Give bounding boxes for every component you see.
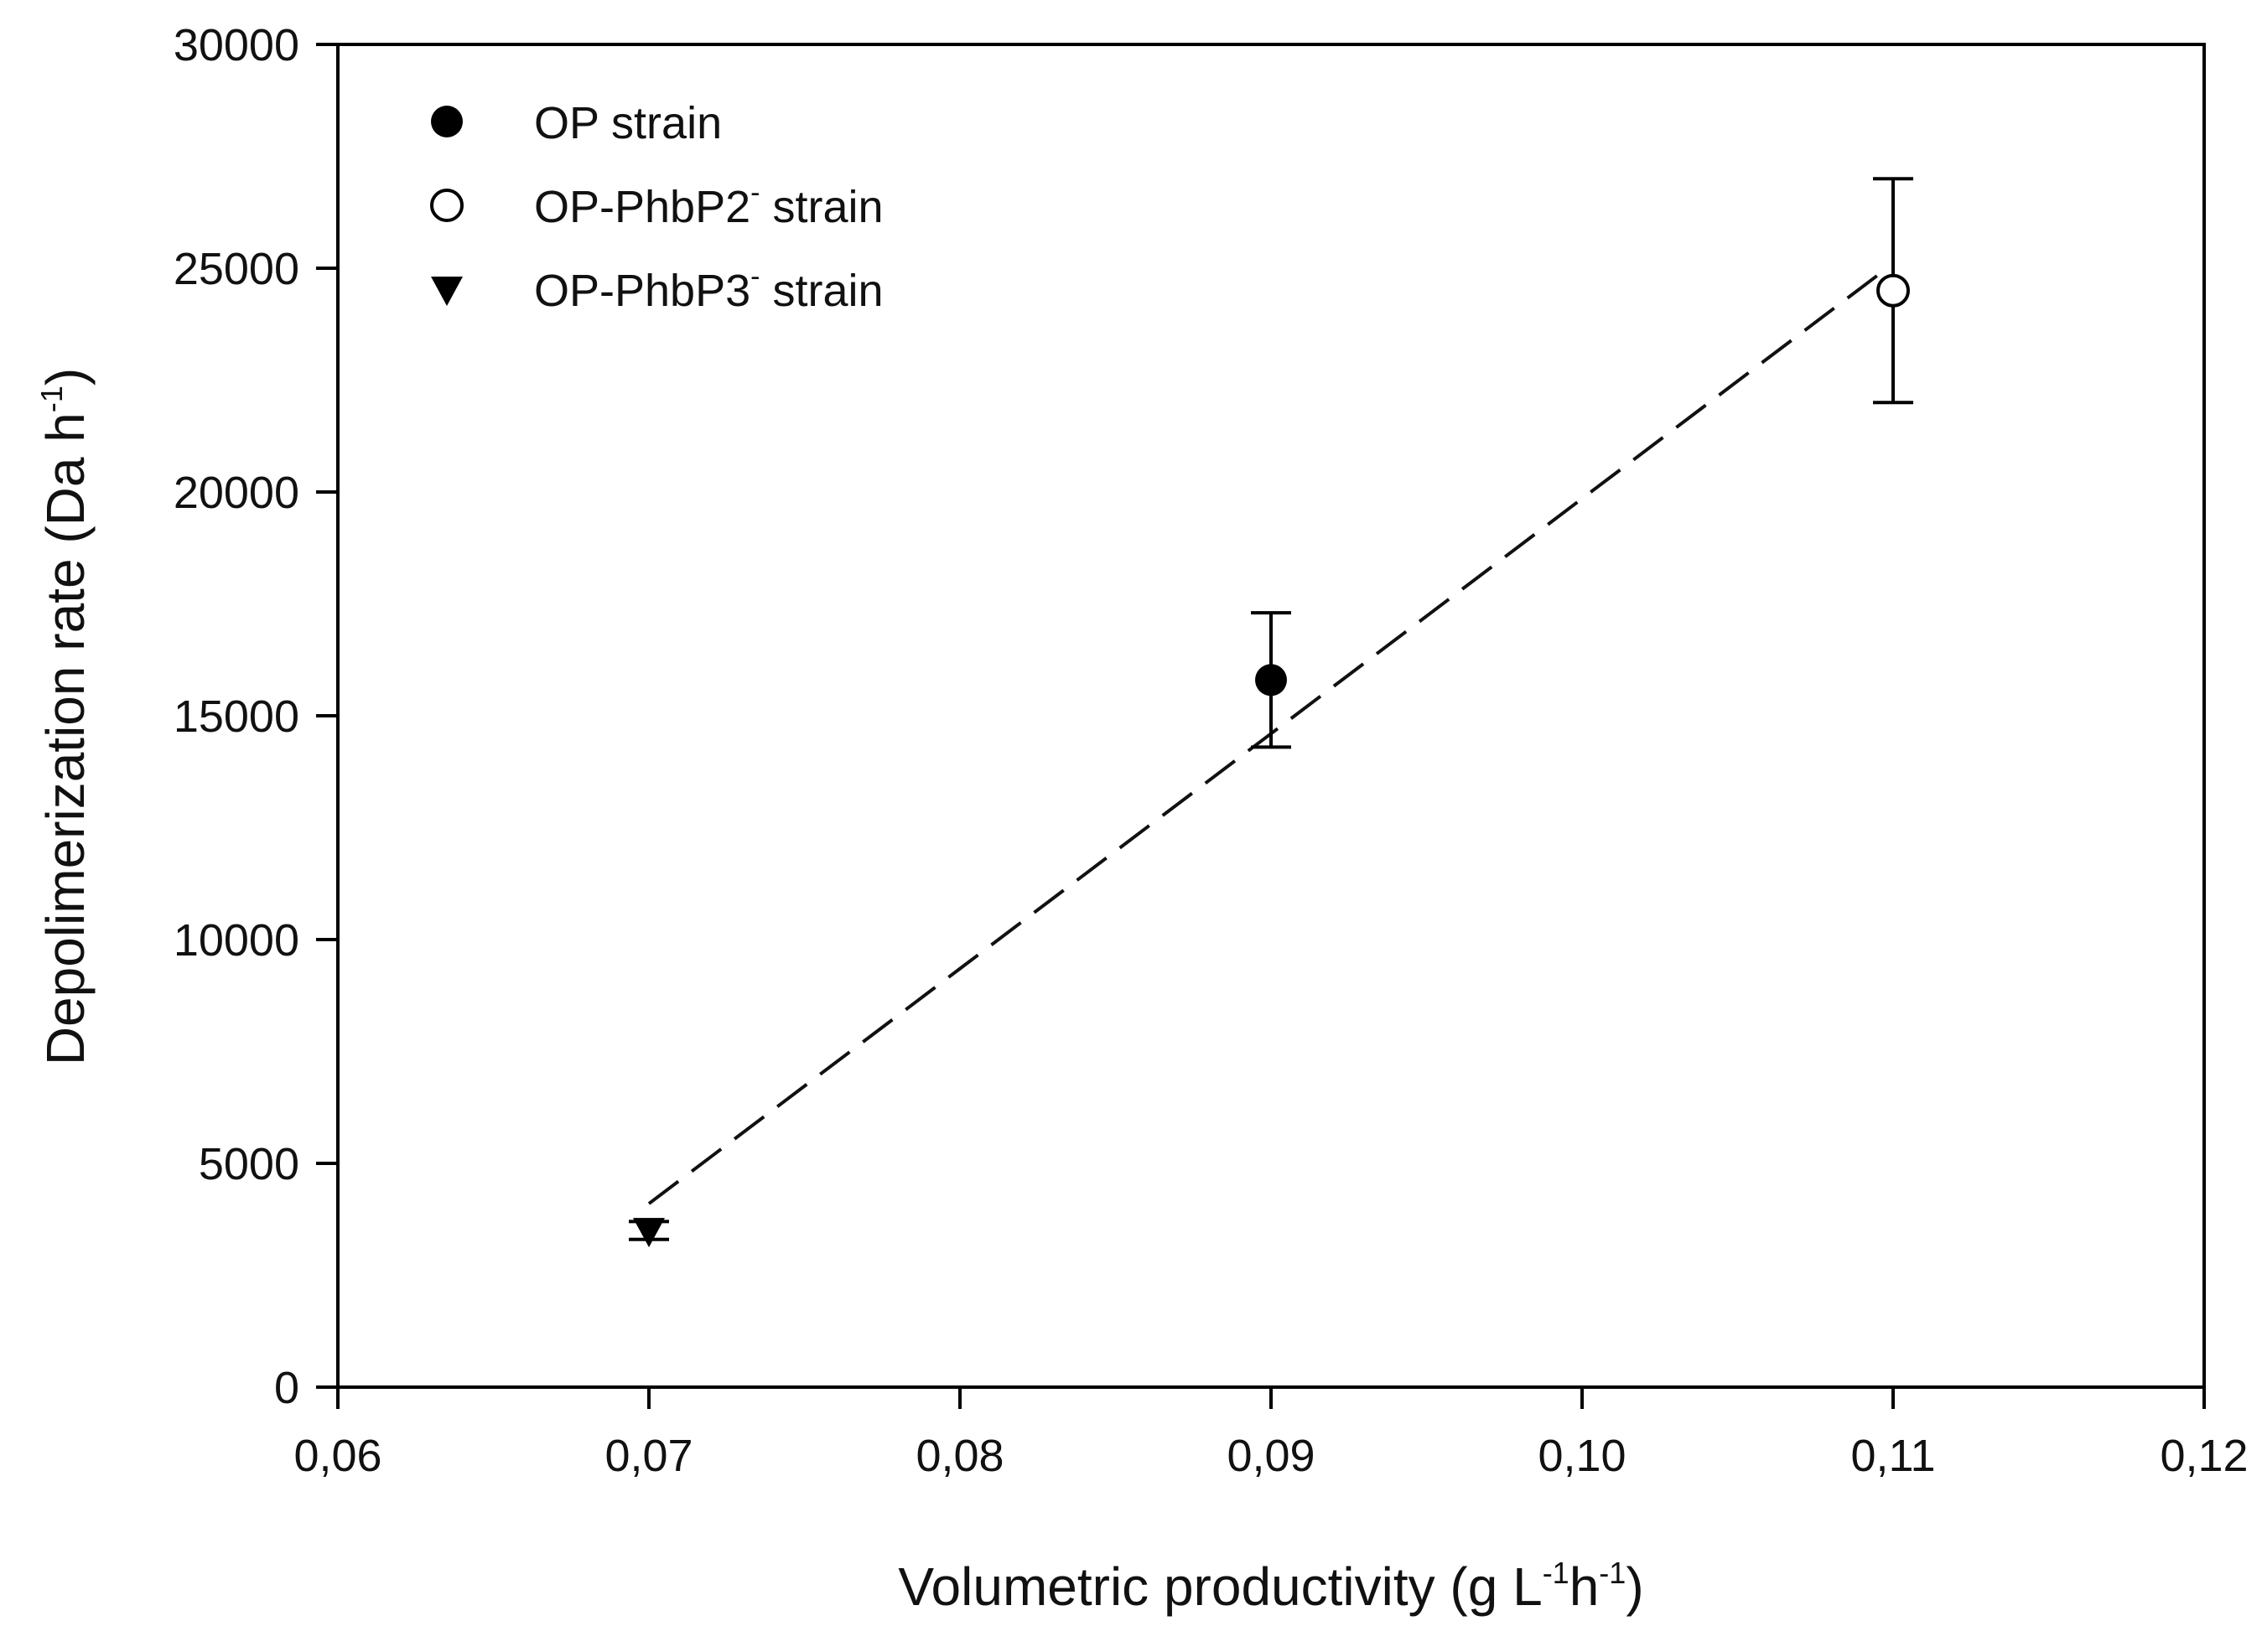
legend-label: OP-PhbP3- strain [534,261,884,316]
y-tick-label: 5000 [199,1139,299,1189]
axes: 0,06 0,07 0,08 0,09 0,10 0,11 0,12 0 5000 10000 15… [174,20,2249,1481]
y-tick-label: 0 [274,1363,299,1413]
data-point [1255,664,1287,697]
y-tick-label: 30000 [174,20,299,70]
data-point [1876,273,1910,308]
legend: OP strain OP-PhbP2- strain OP-PhbP3- strai… [430,98,884,316]
legend-label: OP strain [534,98,722,148]
legend-marker [431,106,463,137]
x-tick-label: 0,11 [1850,1431,1935,1481]
x-tick-label: 0,06 [293,1431,381,1481]
y-tick-label: 20000 [174,468,299,518]
fit-line [647,273,1879,1205]
legend-marker [431,277,463,306]
fit-line-group [647,273,1879,1205]
x-tick-label: 0,10 [1538,1431,1626,1481]
legend-marker [430,189,464,222]
points-group [629,177,1913,1248]
x-tick-label: 0,12 [2160,1431,2248,1481]
x-axis-title: Volumetric productivity (g L-1h-1) [898,1556,1643,1617]
y-tick-label: 15000 [174,691,299,742]
legend-label: OP-PhbP2- strain [534,177,884,232]
y-axis-title: Depolimerization rate (Da h-1) [34,368,96,1065]
y-tick-label: 25000 [174,244,299,294]
x-tick-label: 0,09 [1227,1431,1315,1481]
x-tick-label: 0,07 [604,1431,693,1481]
y-tick-label: 10000 [174,915,299,966]
data-point [633,1218,665,1248]
x-tick-label: 0,08 [916,1431,1004,1481]
